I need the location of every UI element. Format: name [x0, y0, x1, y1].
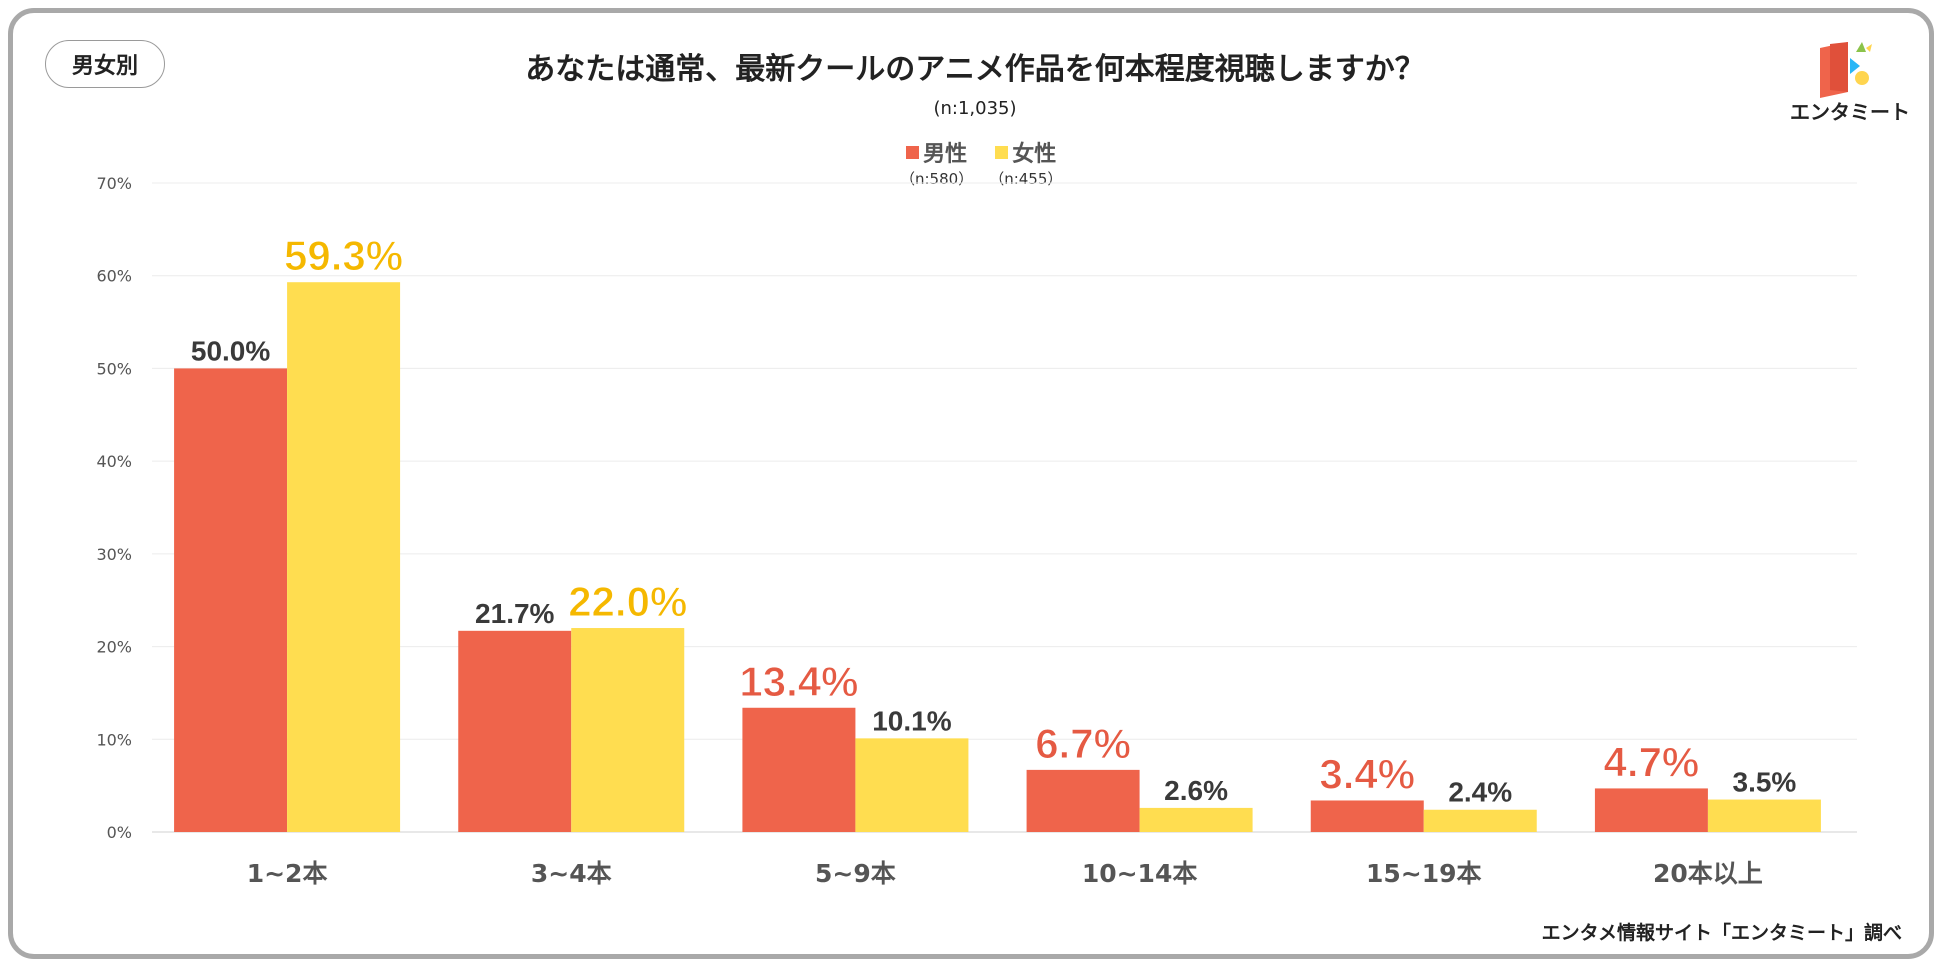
data-label: 3.5% — [1733, 767, 1797, 798]
logo-text: エンタミート — [1790, 100, 1910, 124]
data-label: 6.7% — [1035, 720, 1131, 767]
legend-label-male: 男性 — [923, 142, 968, 167]
data-label: 59.3% — [284, 232, 403, 279]
x-tick-label: 1~2本 — [247, 859, 328, 888]
bar — [174, 368, 288, 832]
sample-size: (n:1,035) — [933, 98, 1017, 119]
bar — [287, 282, 401, 832]
legend-item-male: 男性 （n:580） — [900, 136, 973, 189]
y-tick-label: 50% — [96, 359, 132, 378]
bar — [1139, 807, 1253, 832]
bar — [855, 738, 969, 832]
y-tick-label: 10% — [96, 730, 132, 749]
bar — [1026, 769, 1140, 832]
y-tick-label: 70% — [96, 174, 132, 193]
y-tick-label: 20% — [96, 638, 132, 657]
gender-tag: 男女別 — [45, 40, 165, 88]
bar — [1423, 809, 1537, 832]
bar — [458, 630, 572, 832]
y-tick-label: 0% — [107, 823, 132, 842]
bar — [742, 707, 856, 832]
y-tick-label: 30% — [96, 545, 132, 564]
x-tick-label: 5~9本 — [815, 859, 896, 888]
y-tick-label: 40% — [96, 452, 132, 471]
x-tick-label: 15~19本 — [1366, 859, 1482, 888]
data-label: 21.7% — [475, 598, 554, 629]
data-label: 2.6% — [1164, 775, 1228, 806]
x-tick-label: 20本以上 — [1653, 859, 1763, 888]
data-label: 10.1% — [872, 705, 951, 736]
bar — [1594, 788, 1708, 832]
chart-title: あなたは通常、最新クールのアニメ作品を何本程度視聴しますか？ — [525, 52, 1425, 87]
y-tick-label: 60% — [96, 267, 132, 286]
data-label: 22.0% — [568, 578, 687, 625]
data-label: 2.4% — [1448, 777, 1512, 808]
bar — [1707, 799, 1821, 832]
legend-label-female: 女性 — [1012, 142, 1057, 167]
entameet-logo-icon — [1820, 42, 1872, 98]
x-tick-label: 10~14本 — [1082, 859, 1198, 888]
data-label: 4.7% — [1604, 738, 1700, 785]
source-note: エンタメ情報サイト「エンタミート」調べ — [1541, 922, 1902, 944]
data-label: 13.4% — [739, 658, 858, 705]
bar — [1310, 800, 1424, 832]
data-label: 3.4% — [1319, 750, 1415, 797]
legend-swatch-male — [906, 145, 920, 159]
x-tick-label: 3~4本 — [531, 859, 612, 888]
legend-swatch-female — [995, 145, 1009, 159]
bar — [571, 628, 685, 832]
data-label: 50.0% — [191, 335, 270, 366]
